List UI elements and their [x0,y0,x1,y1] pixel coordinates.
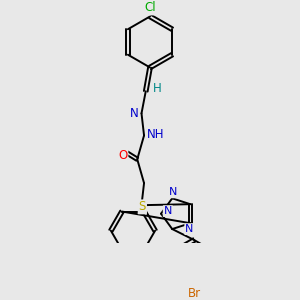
Text: N: N [185,224,194,234]
Text: S: S [139,200,146,213]
Text: Cl: Cl [144,2,156,14]
Text: N: N [169,188,177,197]
Text: NH: NH [147,128,165,141]
Text: H: H [153,82,162,95]
Text: Br: Br [188,287,201,300]
Text: N: N [164,206,172,216]
Text: O: O [118,148,128,161]
Text: N: N [130,107,138,120]
